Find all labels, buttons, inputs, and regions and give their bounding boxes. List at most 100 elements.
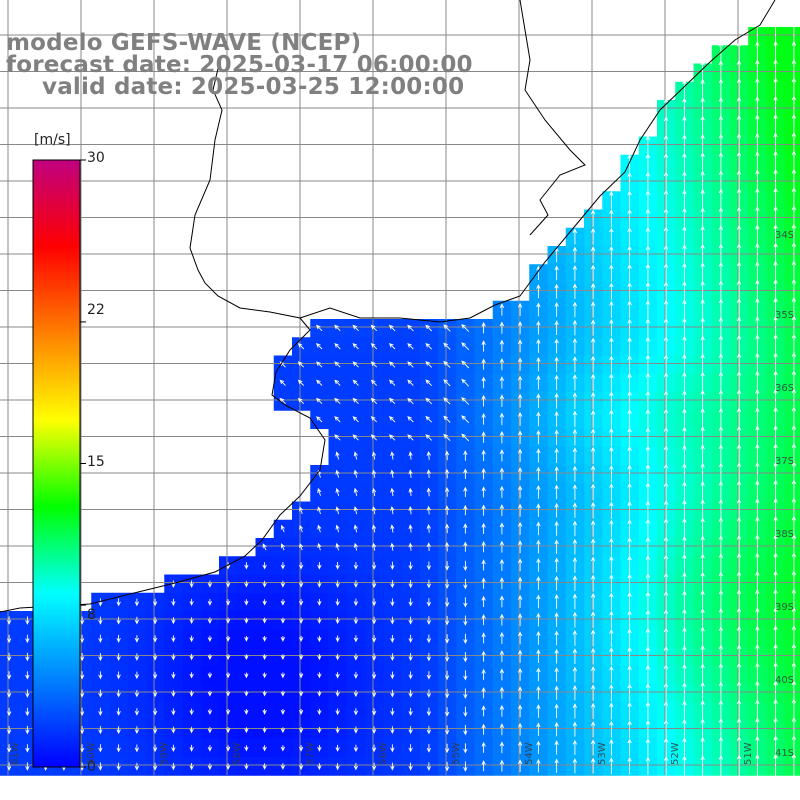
wind-arrow — [536, 338, 541, 353]
wind-arrow — [663, 463, 669, 484]
wind-arrow — [25, 689, 30, 698]
wind-arrow — [481, 540, 486, 553]
wind-arrow — [682, 682, 687, 704]
wind-arrow — [262, 727, 267, 734]
wind-arrow — [461, 323, 470, 332]
wind-arrow — [316, 416, 323, 423]
wind-arrow — [572, 703, 578, 719]
wind-arrow — [536, 448, 541, 463]
wind-arrow — [189, 653, 194, 661]
wind-arrow — [79, 634, 85, 644]
wind-arrow — [353, 598, 359, 607]
wind-arrow — [627, 354, 632, 374]
wind-arrow — [79, 726, 85, 735]
wind-arrow — [353, 524, 358, 533]
wind-arrow — [444, 761, 450, 772]
wind-arrow — [461, 378, 470, 387]
wind-arrow — [353, 726, 359, 734]
wind-speed-cell — [784, 81, 800, 101]
wind-arrow — [554, 429, 559, 445]
wind-arrow — [590, 355, 596, 373]
wind-arrow — [536, 722, 541, 736]
wind-arrow — [645, 299, 651, 319]
wind-arrow — [371, 469, 377, 478]
wind-arrow — [536, 594, 541, 609]
wind-arrow — [116, 671, 121, 680]
wind-arrow — [536, 411, 541, 427]
wind-speed-cell — [784, 63, 800, 83]
wind-arrow — [645, 518, 651, 539]
wind-arrow — [426, 561, 432, 571]
wind-arrow — [536, 612, 541, 627]
wind-arrow — [536, 685, 541, 700]
wind-arrow — [663, 189, 669, 211]
wind-arrow — [408, 689, 413, 698]
wind-arrow — [388, 324, 396, 332]
wind-arrow — [207, 654, 213, 661]
wind-arrow — [298, 708, 304, 715]
wind-arrow — [645, 354, 651, 374]
wind-arrow — [609, 227, 614, 246]
wind-arrow — [627, 665, 632, 684]
wind-arrow — [682, 718, 687, 740]
wind-arrow — [244, 709, 249, 715]
wind-arrow — [517, 576, 523, 590]
wind-arrow — [280, 524, 285, 533]
wind-arrow — [572, 301, 578, 318]
wind-arrow — [317, 598, 322, 606]
wind-arrow — [645, 263, 651, 283]
wind-arrow — [609, 592, 614, 611]
wind-arrow — [189, 690, 194, 697]
wind-arrow — [171, 598, 176, 607]
wind-arrow — [444, 523, 450, 534]
wind-speed-cell — [784, 702, 800, 721]
latitude-label: 36S — [775, 383, 795, 394]
wind-arrow — [554, 667, 559, 682]
wind-arrow — [25, 762, 30, 771]
wind-arrow — [663, 134, 669, 156]
wind-arrow — [590, 337, 596, 355]
longitude-label: 51W — [743, 742, 754, 765]
wind-arrow — [134, 744, 140, 753]
wind-arrow — [663, 700, 669, 721]
wind-arrow — [481, 504, 486, 516]
wind-speed-cell — [784, 538, 800, 557]
wind-arrow — [171, 635, 176, 643]
wind-arrow — [426, 598, 432, 607]
wind-arrow — [590, 666, 596, 683]
wind-arrow — [791, 753, 797, 778]
wind-arrow — [554, 338, 559, 354]
wind-arrow — [298, 635, 304, 642]
wind-arrow — [663, 645, 669, 667]
wind-arrow — [627, 263, 632, 282]
wind-arrow — [262, 672, 267, 679]
wind-arrow — [517, 393, 523, 408]
wind-arrow — [463, 615, 468, 626]
wind-arrow — [682, 152, 687, 175]
wind-arrow — [682, 225, 687, 247]
wind-arrow — [481, 687, 486, 699]
wind-arrow — [207, 745, 213, 752]
wind-arrow — [627, 464, 632, 483]
wind-arrow — [171, 617, 176, 625]
wind-speed-cell — [784, 282, 800, 302]
wind-arrow — [645, 372, 651, 393]
wind-arrow — [244, 690, 249, 697]
wind-arrow — [682, 262, 687, 284]
wind-arrow — [499, 303, 505, 316]
wind-arrow — [426, 634, 432, 644]
wind-arrow — [189, 672, 194, 679]
wind-arrow — [134, 653, 140, 661]
wind-arrow — [388, 415, 396, 423]
wind-arrow — [627, 573, 632, 593]
wind-arrow — [718, 298, 724, 321]
wind-arrow — [371, 689, 377, 698]
wind-arrow — [390, 689, 395, 698]
wind-arrow — [225, 580, 231, 588]
wind-arrow — [663, 664, 669, 685]
wind-arrow — [444, 450, 450, 461]
wind-arrow — [244, 599, 249, 606]
wind-arrow — [627, 318, 632, 337]
wind-arrow — [171, 744, 176, 753]
wind-arrow — [79, 653, 85, 662]
